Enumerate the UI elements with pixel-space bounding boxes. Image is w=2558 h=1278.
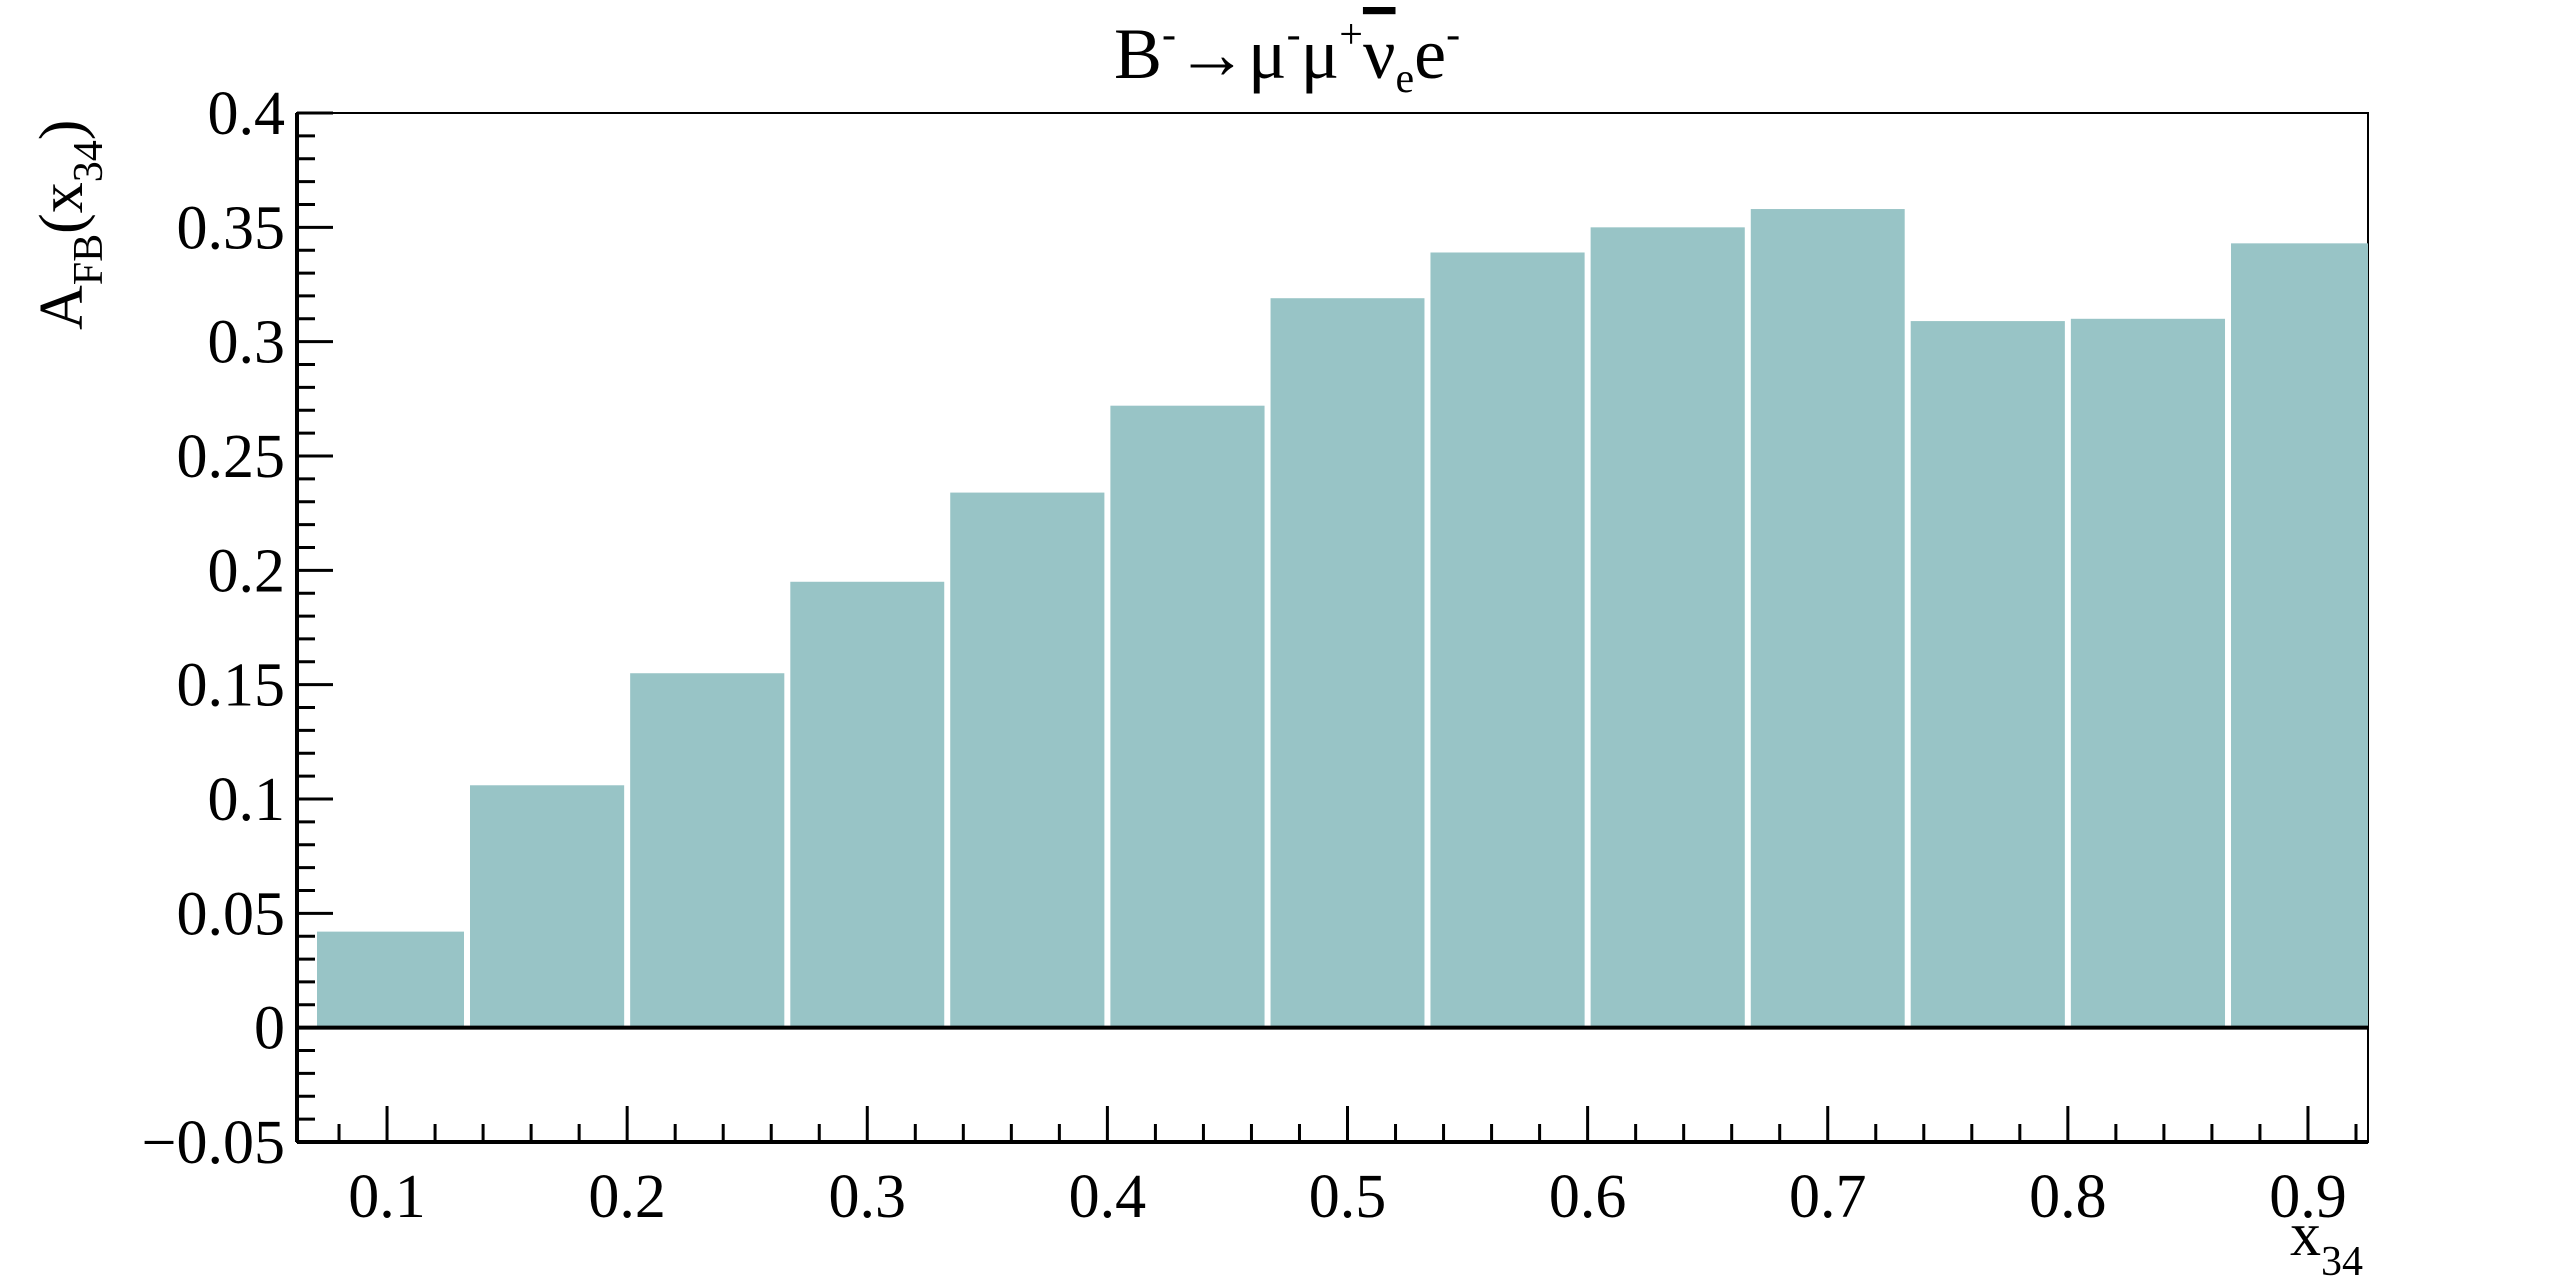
y-tick-label: 0.05 [177,880,286,948]
x-tick-label: 0.9 [2269,1163,2347,1231]
bar [1750,209,1905,1028]
x-axis-ticks: 0.1 0.2 0.3 0.4 0.5 0.6 0.7 0.8 0.9 [337,1106,2358,1231]
y-tick-label: 0.4 [208,80,286,148]
x-tick-label: 0.7 [1789,1163,1867,1231]
x-tick-label: 0.1 [348,1163,426,1231]
bar [950,492,1105,1028]
chart-title: B-→μ-μ+νee- [1114,12,1460,102]
y-tick-label: 0.15 [177,652,286,720]
bar [790,581,945,1028]
bar [317,931,465,1028]
x-axis-label: x34 [2290,1201,2363,1278]
bar [1270,298,1425,1028]
y-axis-label: AFB(x34) [28,120,112,330]
x-tick-label: 0.2 [588,1163,666,1231]
x-tick-label: 0.4 [1069,1163,1147,1231]
y-tick-label: 0 [254,995,285,1063]
bar [2070,318,2226,1028]
bar [1430,252,1585,1028]
y-axis-ticks: −0.05 0 0.05 0.1 0.15 0.2 0.25 0.3 0.35 0.4 [142,80,333,1177]
bars-group [317,209,2368,1028]
x-tick-label: 0.6 [1549,1163,1627,1231]
y-tick-label: 0.35 [177,194,286,262]
x-tick-label: 0.3 [829,1163,907,1231]
bar [630,673,785,1028]
bar [1590,227,1745,1028]
bar [470,785,625,1028]
bar [1110,405,1265,1028]
bar [2231,243,2368,1028]
y-tick-label: −0.05 [142,1109,285,1177]
y-tick-label: 0.1 [208,766,286,834]
bar [1910,321,2065,1028]
x-tick-label: 0.5 [1309,1163,1387,1231]
y-tick-label: 0.3 [208,309,286,377]
x-tick-label: 0.8 [2029,1163,2107,1231]
y-tick-label: 0.25 [177,423,286,491]
y-tick-label: 0.2 [208,537,286,605]
